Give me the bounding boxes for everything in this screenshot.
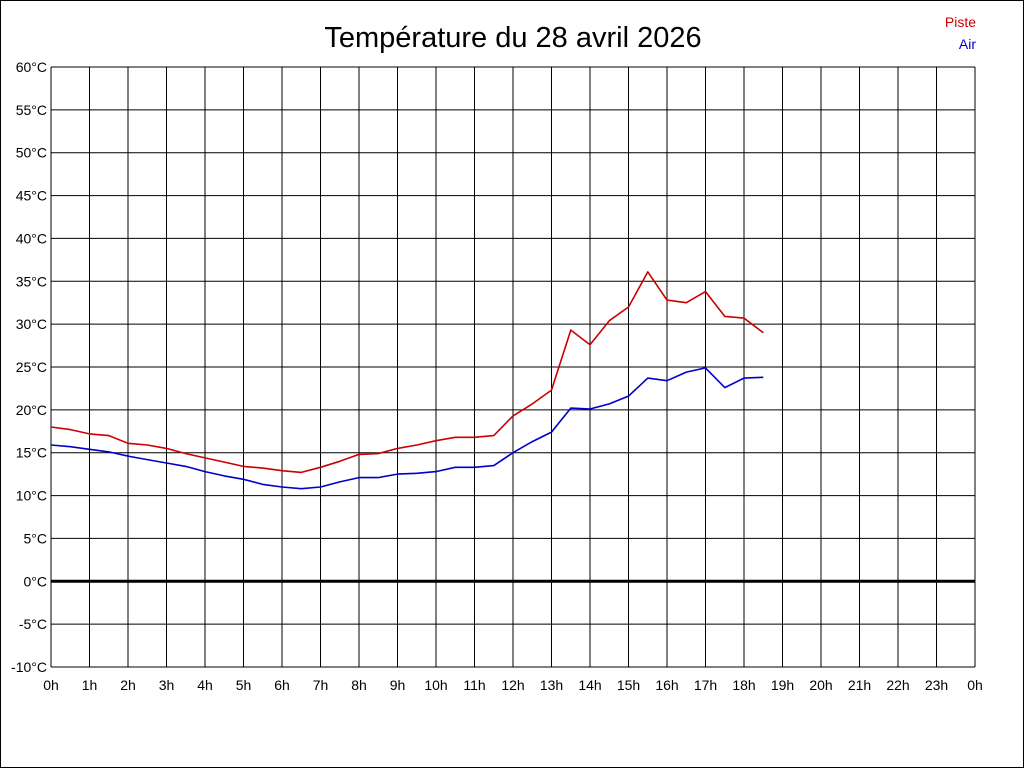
series-line-piste xyxy=(50,271,764,474)
y-tick-label: 55°C xyxy=(16,102,47,118)
legend-entry-piste: Piste xyxy=(945,14,976,30)
x-tick-label: 1h xyxy=(82,677,98,693)
series-line-air xyxy=(50,367,764,490)
y-tick-label: 15°C xyxy=(16,445,47,461)
x-tick-label: 16h xyxy=(655,677,678,693)
x-tick-label: 11h xyxy=(463,677,485,693)
y-tick-label: 25°C xyxy=(16,359,47,375)
y-tick-label: 5°C xyxy=(24,530,48,546)
y-tick-label: 0°C xyxy=(24,573,48,589)
x-tick-label: 6h xyxy=(274,677,290,693)
x-tick-label: 2h xyxy=(120,677,136,693)
x-axis-ticks: 0h 1h 2h 3h 4h 5h 6h 7h 8h 9h 10h 11h 12h 13h 14h 15h 16… xyxy=(43,677,983,693)
series-lines xyxy=(50,271,764,490)
x-tick-label: 20h xyxy=(809,677,832,693)
y-tick-label: -10°C xyxy=(11,659,47,675)
x-tick-label: 10h xyxy=(424,677,447,693)
y-tick-label: 60°C xyxy=(16,59,47,75)
y-tick-label: 50°C xyxy=(16,145,47,161)
legend-entry-air: Air xyxy=(959,36,976,52)
y-axis-ticks: 60°C 55°C 50°C 45°C 40°C 35°C 30°C 25°C 20°C 15°C… xyxy=(11,59,47,675)
y-tick-label: 20°C xyxy=(16,402,47,418)
x-tick-label: 14h xyxy=(578,677,601,693)
x-tick-label: 0h xyxy=(967,677,983,693)
y-tick-label: 10°C xyxy=(16,488,47,504)
y-tick-label: 40°C xyxy=(16,230,47,246)
x-tick-label: 19h xyxy=(771,677,794,693)
x-tick-label: 0h xyxy=(43,677,59,693)
x-tick-label: 5h xyxy=(236,677,252,693)
y-tick-label: -5°C xyxy=(19,616,47,632)
chart-title: Température du 28 avril 2026 xyxy=(324,22,701,54)
x-tick-label: 3h xyxy=(159,677,175,693)
y-tick-label: 30°C xyxy=(16,316,47,332)
x-tick-label: 15h xyxy=(617,677,640,693)
x-tick-label: 21h xyxy=(848,677,871,693)
x-tick-label: 22h xyxy=(886,677,909,693)
x-tick-label: 9h xyxy=(390,677,406,693)
grid xyxy=(50,66,976,668)
x-tick-label: 7h xyxy=(313,677,329,693)
legend: Piste Air xyxy=(945,14,976,52)
y-tick-label: 45°C xyxy=(16,188,47,204)
x-tick-label: 4h xyxy=(197,677,213,693)
x-tick-label: 17h xyxy=(694,677,717,693)
x-tick-label: 23h xyxy=(925,677,948,693)
x-tick-label: 12h xyxy=(501,677,524,693)
x-tick-label: 18h xyxy=(732,677,755,693)
x-tick-label: 13h xyxy=(540,677,563,693)
y-tick-label: 35°C xyxy=(16,273,47,289)
x-tick-label: 8h xyxy=(351,677,367,693)
